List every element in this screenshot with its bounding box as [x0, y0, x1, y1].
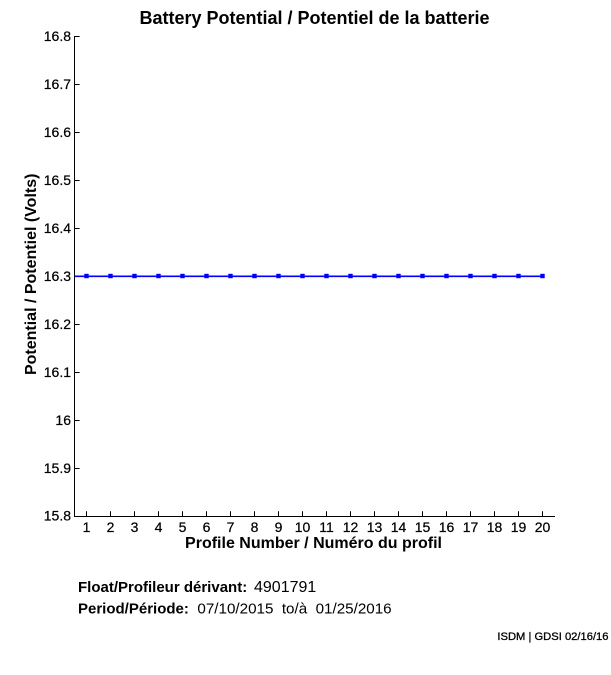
svg-text:10: 10	[295, 519, 311, 535]
svg-text:16.7: 16.7	[44, 76, 71, 92]
svg-text:07/10/2015 to/à 01/25/2016: 07/10/2015 to/à 01/25/2016	[197, 601, 391, 618]
svg-text:16: 16	[55, 412, 71, 428]
svg-text:16.6: 16.6	[44, 124, 71, 140]
svg-text:Profile Number / Numéro du pro: Profile Number / Numéro du profil	[185, 535, 442, 552]
svg-text:18: 18	[487, 519, 503, 535]
svg-text:2: 2	[107, 519, 115, 535]
svg-text:16.3: 16.3	[44, 268, 71, 284]
svg-text:3: 3	[131, 519, 139, 535]
svg-text:5: 5	[179, 519, 187, 535]
svg-text:4901791: 4901791	[254, 579, 316, 596]
svg-text:Potential / Potentiel (Volts): Potential / Potentiel (Volts)	[23, 174, 40, 376]
svg-text:ISDM | GDSI 02/16/16: ISDM | GDSI 02/16/16	[497, 631, 608, 643]
svg-text:9: 9	[275, 519, 283, 535]
svg-text:11: 11	[319, 519, 334, 535]
svg-text:16.8: 16.8	[44, 28, 71, 44]
svg-text:4: 4	[155, 519, 163, 535]
svg-text:17: 17	[463, 519, 479, 535]
svg-text:15: 15	[415, 519, 431, 535]
svg-text:12: 12	[343, 519, 359, 535]
svg-text:Float/Profileur dérivant:: Float/Profileur dérivant:	[78, 579, 247, 596]
svg-text:13: 13	[367, 519, 383, 535]
svg-text:7: 7	[227, 519, 235, 535]
svg-text:Period/Période:: Period/Période:	[78, 601, 189, 618]
svg-text:16.1: 16.1	[44, 364, 71, 380]
svg-text:15.8: 15.8	[44, 508, 71, 524]
svg-text:1: 1	[83, 519, 91, 535]
svg-text:Battery Potential / Potentiel: Battery Potential / Potentiel de la batt…	[139, 8, 489, 28]
svg-text:8: 8	[251, 519, 259, 535]
svg-text:16.5: 16.5	[44, 172, 71, 188]
svg-text:15.9: 15.9	[44, 460, 71, 476]
svg-text:16.2: 16.2	[44, 316, 71, 332]
svg-text:19: 19	[511, 519, 527, 535]
svg-text:16.4: 16.4	[44, 220, 71, 236]
svg-text:14: 14	[391, 519, 407, 535]
svg-text:16: 16	[439, 519, 455, 535]
svg-text:6: 6	[203, 519, 211, 535]
svg-text:20: 20	[535, 519, 551, 535]
